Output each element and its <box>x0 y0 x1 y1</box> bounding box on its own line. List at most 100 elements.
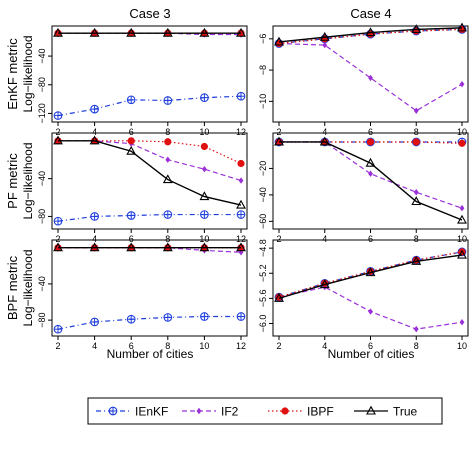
panel-r1-c1-series-if2-point <box>459 204 465 212</box>
panel-r2-c0-series-ienkf-line <box>57 315 241 330</box>
panel-r0-c1-xtick-label: 2 <box>276 127 281 137</box>
panel-r2-c0-xtick-label: 2 <box>55 341 60 351</box>
panel-r1-c0-series-true <box>53 135 246 209</box>
panel-r0-c0-xtick-label: 8 <box>165 127 170 137</box>
panel-r1-c0-series-true-point <box>89 135 100 145</box>
panel-r1-c0-xtick-label: 8 <box>165 234 170 244</box>
panel-r1-c0-xtick-label: 12 <box>236 234 246 244</box>
legend-marker <box>281 407 289 415</box>
panel-r1-c0-series-ibpf-point <box>200 142 208 151</box>
panel-r0-c0-xtick-label: 12 <box>236 127 246 137</box>
panel-r0-c1-xtick-label: 10 <box>457 127 467 137</box>
panel-r1-c1-series-ibpf-line <box>279 141 463 144</box>
row-metric-enkf: EnKF metric <box>5 38 20 110</box>
panel-r0-c0-series-ienkf <box>53 91 246 120</box>
panel-r0-c1-series-true-line <box>278 27 463 43</box>
panel-r1-c0-series-true-line <box>58 140 242 206</box>
panel-r1-c1-xtick-label: 10 <box>457 234 467 244</box>
row-metric-bpf: BPF metric <box>5 255 20 320</box>
legend: IEnKF IF2 IBPF True <box>87 397 443 425</box>
panel-r1-c1-series-ibpf-point <box>366 138 375 146</box>
panel-r1-c1-series-ibpf-point <box>412 138 420 146</box>
panel-r2-c0-series-if2 <box>55 244 244 256</box>
panel-r2-c0-series-ienkf-point <box>90 317 99 327</box>
panel-r2-c1-xtick-label: 4 <box>322 341 327 351</box>
panel-r0-c1-ytick-label: −8 <box>258 65 268 75</box>
panel-r2-c1-series-true <box>274 249 467 302</box>
panel-r0-c0: 2 4 6 8 10 12 −120 −80 −40 <box>37 25 248 137</box>
panel-r0-c0-ytick-label: −40 <box>37 48 47 63</box>
legend-marker <box>108 406 118 416</box>
legend-entry-true: True <box>354 405 418 419</box>
panel-r1-c0-series-true-point <box>236 199 246 209</box>
panel-r0-c1-series-true-point <box>411 24 422 33</box>
legend-label: IEnKF <box>135 405 168 419</box>
panel-r0-c0-xtick-label: 4 <box>92 127 97 137</box>
panel-r2-c0-series-ienkf-point <box>126 314 136 324</box>
panel-r1-c0-series-ienkf-point <box>126 211 136 220</box>
panel-r2-c0-series-ienkf-point <box>200 312 209 321</box>
panel-r2-c1-series-if2-line <box>278 286 463 330</box>
panel-r2-c0-series-true-point <box>199 242 210 252</box>
column-title-case-4: Case 4 <box>350 6 391 21</box>
panel-r2-c1-series-if2-point <box>459 319 465 326</box>
x-axis-label-case-4: Number of cities <box>328 347 415 361</box>
panel-r2-c0-series-ienkf-point <box>163 313 173 322</box>
panel-r1-c0-series-if2-point <box>202 165 207 173</box>
panel-r0-c1-series-if2-point <box>459 80 465 88</box>
panel-r2-c0: 2 4 6 8 10 12 −80 −40 <box>37 239 248 351</box>
panel-r2-c1-xtick-label: 10 <box>457 341 467 351</box>
legend-marker <box>366 405 376 415</box>
panel-r2-c0-series-true-point <box>236 242 246 252</box>
panel-r2-c1-ytick-label: −5.2 <box>258 264 268 282</box>
panel-r0-c1-series-if2-point <box>322 41 328 49</box>
panel-r2-c0-xtick-label: 10 <box>199 341 209 351</box>
panel-r1-c1-series-ibpf-point <box>458 139 466 147</box>
panel-r2-c1-xtick-label: 2 <box>276 341 281 351</box>
panel-r1-c0-series-ienkf-line <box>57 213 241 222</box>
panel-r1-c0-series-true-point <box>199 191 210 201</box>
panel-r2-c1-series-true-point <box>319 279 330 289</box>
row-metric-pf: PF metric <box>5 153 20 209</box>
panel-r0-c1-ytick-label: −6 <box>258 34 268 44</box>
legend-label: IBPF <box>307 405 334 419</box>
panel-r1-c1-series-true-point <box>365 157 376 167</box>
panel-r2-c1-series-true-point <box>274 293 284 302</box>
panel-r1-c1-series-true-point <box>319 136 330 146</box>
panel-r2-c1-series-true-line <box>278 254 463 300</box>
panel-r2-c1-xtick-label: 8 <box>414 341 419 351</box>
panel-r0-c0-series-if2 <box>55 29 244 38</box>
legend-entry-ienkf: IEnKF <box>96 405 168 419</box>
panel-r1-c0-series-ienkf-point <box>236 210 246 219</box>
panel-r1-c1-series-true-point <box>274 136 284 146</box>
panel-r2-c0-ytick-label: −40 <box>37 276 47 291</box>
panel-r0-c0-series-ienkf-point <box>236 91 246 101</box>
panel-r0-c1-series-true-point <box>319 31 330 41</box>
panel-r1-c0-series-if2-point <box>238 177 244 184</box>
panel-r0-c1: 2 4 6 8 10 −10 −8 −6 <box>258 22 469 137</box>
panel-r2-c1-series-if2-point <box>413 325 419 333</box>
panel-r0-c0-series-ienkf-point <box>200 93 209 102</box>
panel-r1-c0-series-ibpf-point <box>164 138 172 146</box>
panel-r0-c1-series-true-point <box>274 36 284 46</box>
panel-r2-c1-series-ienkf-line <box>278 251 463 298</box>
panel-r0-c1-xtick-label: 4 <box>322 127 327 137</box>
panel-r2-c1-series-true-point <box>457 249 467 259</box>
panel-r0-c0-ytick-label: −120 <box>37 103 47 123</box>
panel-r0-c0-series-ienkf-point <box>90 104 99 114</box>
panel-r1-c0-series-true-point <box>162 174 173 184</box>
panel-r1-c0-series-if2-point <box>165 156 171 163</box>
panel-r0-c1-series-ibpf-point <box>366 30 375 38</box>
panel-r0-c0-series-ienkf-point <box>163 96 173 105</box>
panel-r1-c0-series-if2-line <box>58 140 242 182</box>
row-ylabel-bpf: Log−likelihood <box>21 249 35 326</box>
panel-r1-c0-xtick-label: 4 <box>92 234 97 244</box>
panel-r2-c1-xtick-label: 6 <box>368 341 373 351</box>
panel-r2-c0-series-true-point <box>89 242 100 252</box>
x-axis-label-case-3: Number of cities <box>107 347 194 361</box>
panel-r2-c0-series-true-point <box>162 242 173 252</box>
panel-r2-c1-ytick-label: −5.6 <box>258 289 268 307</box>
panel-r2-c1-ytick-label: −6.0 <box>258 315 268 333</box>
panel-r2-c1-series-ibpf-point <box>275 293 283 301</box>
